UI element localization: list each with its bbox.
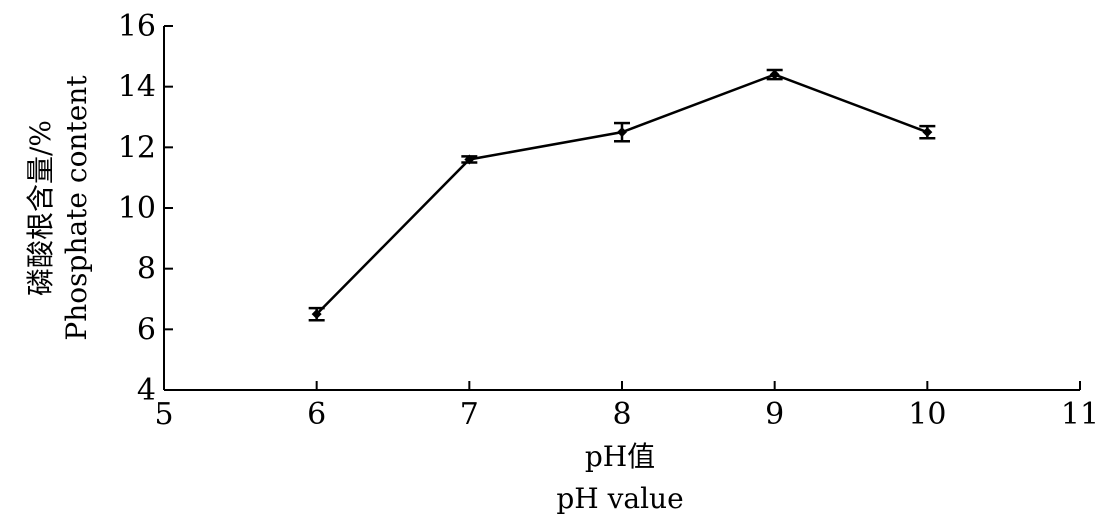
y-tick-label: 10 [118, 191, 156, 226]
x-axis-label-line-2: pH value [556, 482, 683, 515]
x-tick-label: 6 [307, 397, 326, 432]
x-axis-label-line-1: pH值 [585, 440, 655, 473]
x-tick-label: 5 [154, 397, 173, 432]
x-tick-label: 7 [460, 397, 479, 432]
y-ticks: 4 6 8 10 12 14 16 [118, 9, 173, 408]
y-tick-label: 16 [118, 9, 156, 44]
x-tick-label: 11 [1061, 397, 1099, 432]
data-point [769, 69, 780, 80]
y-tick-label: 6 [137, 312, 156, 347]
y-axis-label-line-1: 磷酸根含量/% [24, 120, 57, 296]
x-axis-label: pH值 pH value [556, 440, 683, 515]
y-tick-label: 14 [118, 70, 156, 105]
series-line [315, 73, 928, 316]
x-tick-label: 9 [765, 397, 784, 432]
series [308, 68, 936, 322]
data-point [464, 154, 475, 165]
x-tick-label: 8 [612, 397, 631, 432]
y-tick-label: 4 [137, 373, 156, 408]
y-axis-label: 磷酸根含量/% Phosphate content [24, 75, 93, 341]
y-tick-label: 12 [118, 130, 156, 165]
y-axis-label-line-2: Phosphate content [60, 75, 93, 341]
axes [163, 26, 1080, 391]
data-point [617, 127, 627, 138]
data-point [311, 309, 322, 320]
x-tick-label: 10 [908, 397, 946, 432]
y-tick-label: 8 [137, 252, 156, 287]
data-point [922, 127, 933, 138]
x-ticks: 5 6 7 8 9 10 11 [154, 381, 1099, 432]
